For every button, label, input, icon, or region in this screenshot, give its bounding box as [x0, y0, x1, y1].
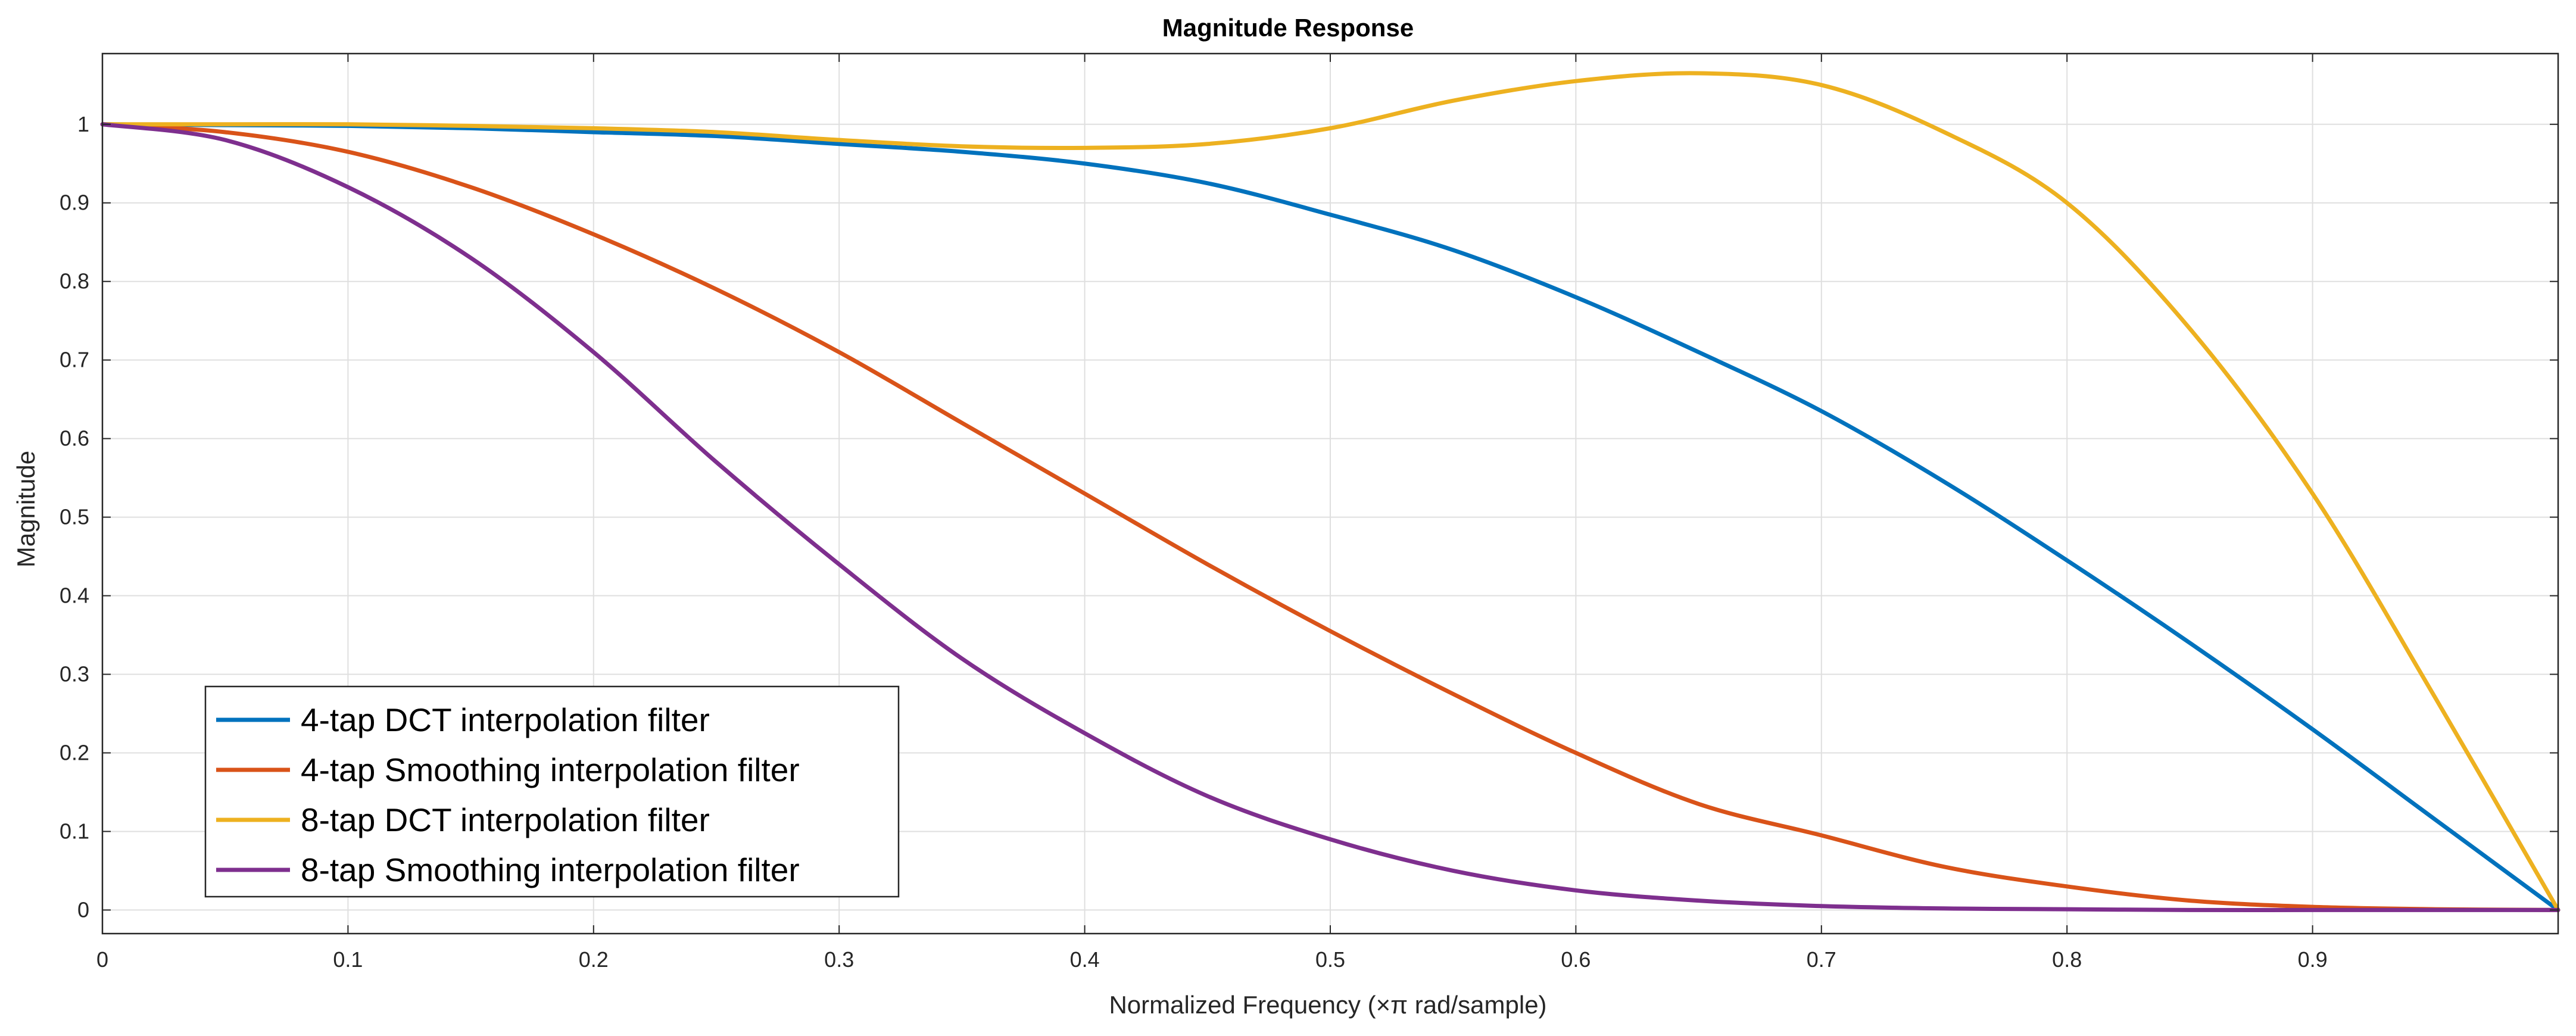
- y-tick-label: 0.9: [60, 191, 89, 215]
- grid-lines: [102, 54, 2558, 934]
- chart-title: Magnitude Response: [1162, 14, 1414, 42]
- series-line-1: [100, 122, 2561, 912]
- y-tick-label: 1: [77, 112, 89, 136]
- y-tick-label: 0.4: [60, 583, 89, 608]
- series-line-2: [100, 122, 2561, 912]
- axes-box: [101, 52, 2559, 935]
- y-tick-label: 0.6: [60, 426, 89, 451]
- y-tick-label: 0.2: [60, 740, 89, 764]
- x-tick-label: 0.9: [2298, 947, 2328, 972]
- x-tick-label: 0.6: [1561, 947, 1590, 972]
- x-tick-label: 0: [96, 947, 108, 972]
- legend-label-2: 4-tap Smoothing interpolation filter: [301, 751, 800, 788]
- x-tick-label: 0.7: [1807, 947, 1836, 972]
- legend-box: [204, 685, 900, 898]
- x-axis-label: Normalized Frequency (×π rad/sample): [1109, 991, 1546, 1019]
- x-tick-label: 0.8: [2052, 947, 2082, 972]
- y-tick-label: 0.5: [60, 505, 89, 529]
- legend-label-4: 8-tap Smoothing interpolation filter: [301, 851, 800, 888]
- series-line-4: [100, 122, 2561, 913]
- x-tick-label: 0.2: [579, 947, 609, 972]
- y-axis-label: Magnitude: [12, 451, 40, 567]
- y-tick-label: 0.1: [60, 819, 89, 843]
- tick-labels: 0 0.1 0.2 0.3 0.4 0.5 0.6 0.7 0.8 0.9 0 0.1 0.2 0.3 0.…: [60, 112, 2328, 972]
- x-tick-label: 0.1: [333, 947, 363, 972]
- axes-frame: [101, 52, 2559, 935]
- legend-label-3: 8-tap DCT interpolation filter: [301, 801, 710, 838]
- x-tick-label: 0.5: [1315, 947, 1345, 972]
- y-tick-label: 0.3: [60, 662, 89, 686]
- y-tick-label: 0.7: [60, 348, 89, 372]
- series-line-3: [100, 71, 2561, 912]
- legend: 4-tap DCT interpolation filter 4-tap Smoo…: [204, 685, 900, 898]
- y-tick-label: 0.8: [60, 269, 89, 294]
- x-tick-label: 0.4: [1070, 947, 1100, 972]
- x-tick-label: 0.3: [824, 947, 854, 972]
- series-lines: [100, 71, 2561, 913]
- y-tick-label: 0: [77, 897, 89, 922]
- legend-label-1: 4-tap DCT interpolation filter: [301, 701, 710, 738]
